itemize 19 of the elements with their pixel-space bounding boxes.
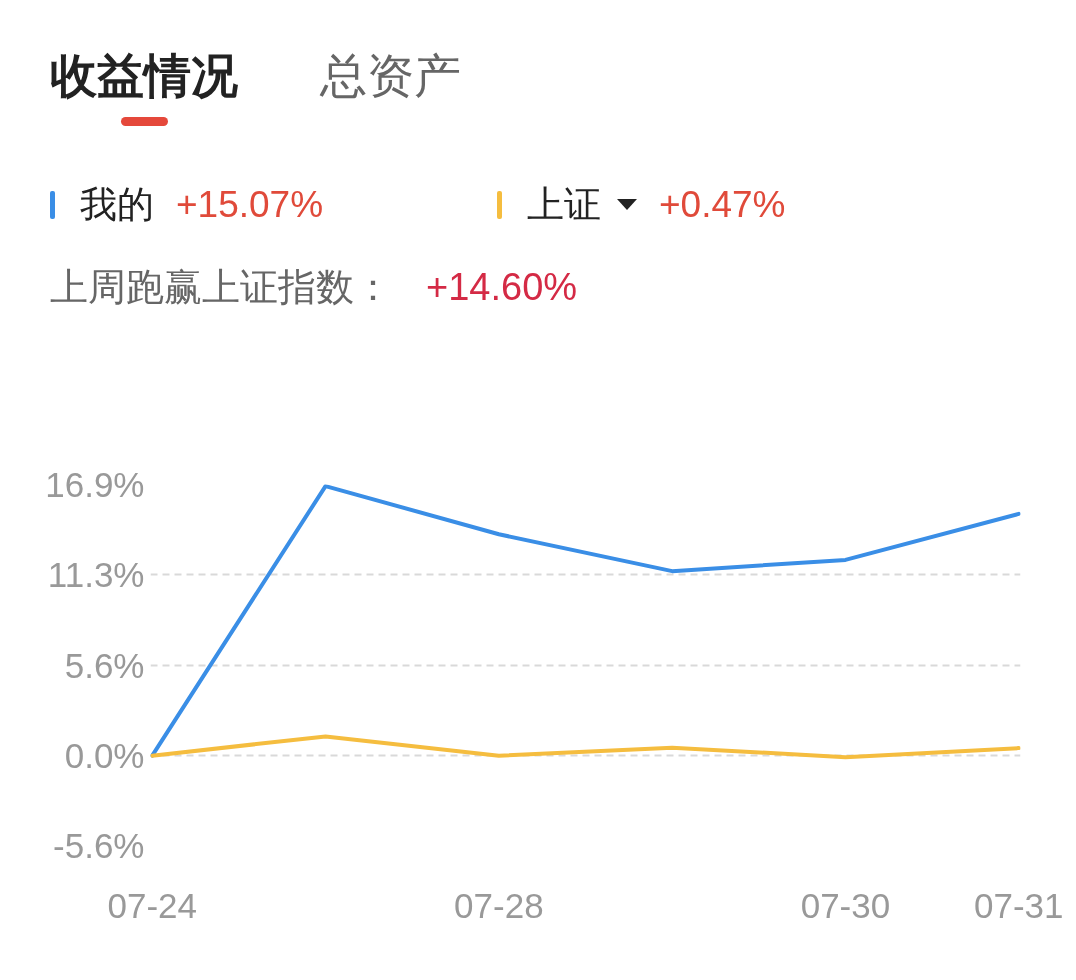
text: 总资产 [320,47,461,105]
y-tick-label: 5.6% [64,646,145,686]
legend-label: 上证 [527,182,601,228]
x-tick-label: 07-24 [107,885,198,925]
chart-title: 收益情况 [50,47,238,105]
x-tick-label: 07-31 [974,885,1064,925]
y-tick-label: 0.0% [64,736,145,776]
y-tick-label: 16.9% [45,465,145,504]
x-tick-label: 07-30 [800,885,891,925]
line-series [150,484,1021,758]
legend-label: 我的 [80,182,154,228]
text: +0.47% [659,183,786,227]
text: +14.60% [426,266,578,308]
y-tick-label: 11.3% [47,554,145,594]
text: +15.07% [176,183,324,227]
y-tick-label: -5.6% [53,826,145,865]
text: 上周跑赢上证指数： [50,265,392,309]
line-series [150,734,1021,760]
x-tick-label: 07-28 [454,885,544,925]
